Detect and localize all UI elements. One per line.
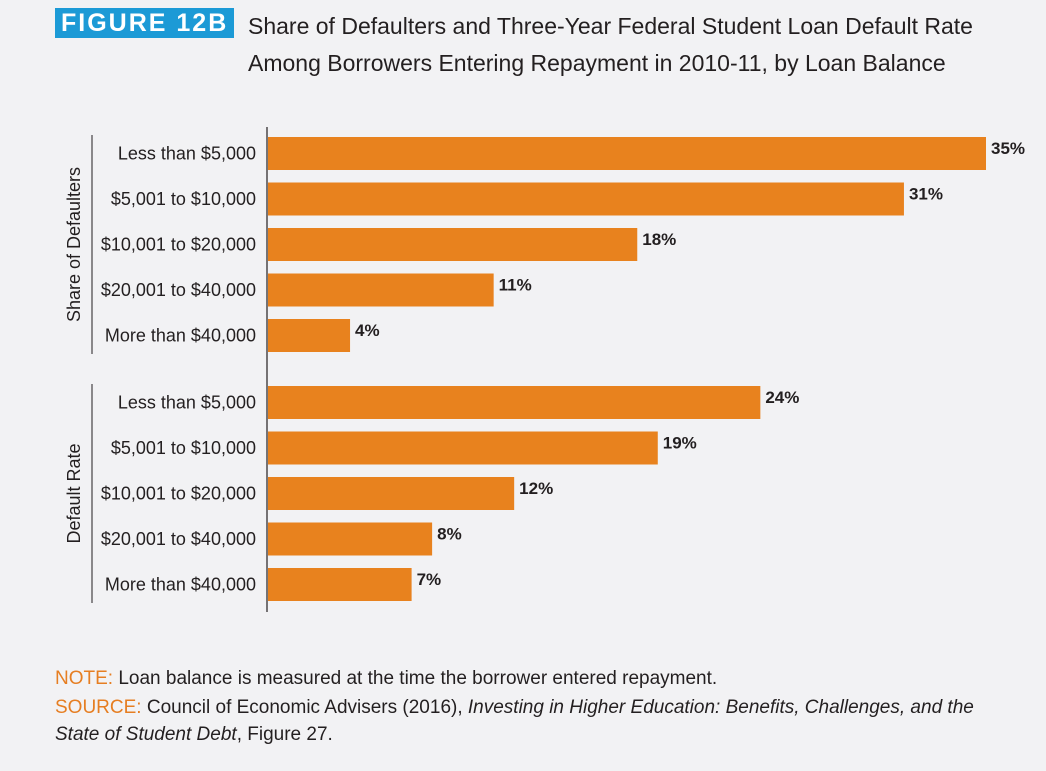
category-label: $10,001 to $20,000 xyxy=(101,235,256,255)
category-label: $20,001 to $40,000 xyxy=(101,280,256,300)
bar xyxy=(268,137,986,170)
bar xyxy=(268,319,351,352)
bar xyxy=(268,522,433,556)
category-label: Less than $5,000 xyxy=(118,393,256,413)
value-label: 12% xyxy=(519,479,553,498)
figure-title: Share of Defaulters and Three-Year Feder… xyxy=(248,13,973,76)
value-label: 18% xyxy=(642,230,676,249)
value-label: 35% xyxy=(991,139,1025,158)
group-label: Default Rate xyxy=(64,443,84,543)
source-title: Investing in Higher Education: Benefits,… xyxy=(55,697,974,745)
value-label: 11% xyxy=(499,276,532,295)
bar xyxy=(268,273,494,307)
category-label: Less than $5,000 xyxy=(118,144,256,164)
note-line: NOTE: Loan balance is measured at the ti… xyxy=(55,664,1015,694)
figure-label: FIGURE 12B xyxy=(55,8,235,38)
value-label: 8% xyxy=(437,525,462,544)
source-line: SOURCE: Council of Economic Advisers (20… xyxy=(55,694,1015,748)
value-label: 7% xyxy=(417,570,442,589)
source-text-2: , Figure 27. xyxy=(236,724,333,745)
source-text-1: Council of Economic Advisers (2016), xyxy=(141,697,468,718)
figure-notes: NOTE: Loan balance is measured at the ti… xyxy=(55,664,1015,748)
bar xyxy=(268,431,658,465)
category-label: $5,001 to $10,000 xyxy=(111,438,256,458)
value-label: 24% xyxy=(765,388,799,407)
note-text: Loan balance is measured at the time the… xyxy=(113,668,718,689)
category-label: $10,001 to $20,000 xyxy=(101,484,256,504)
bar-chart: Share of Defaulters Less than $5,000 35% $5… xyxy=(64,127,1025,612)
note-tag: NOTE: xyxy=(55,668,114,689)
value-label: 19% xyxy=(663,434,697,453)
value-label: 31% xyxy=(909,185,943,204)
bar xyxy=(268,477,515,510)
category-label: $20,001 to $40,000 xyxy=(101,529,256,549)
group-label: Share of Defaulters xyxy=(64,167,84,322)
value-label: 4% xyxy=(355,321,380,340)
category-label: More than $40,000 xyxy=(105,575,256,595)
category-label: $5,001 to $10,000 xyxy=(111,189,256,209)
bar xyxy=(268,228,638,261)
source-tag: SOURCE: xyxy=(55,697,142,718)
category-label: More than $40,000 xyxy=(105,326,256,346)
bar xyxy=(268,386,761,419)
bar xyxy=(268,568,412,601)
bar xyxy=(268,182,904,216)
